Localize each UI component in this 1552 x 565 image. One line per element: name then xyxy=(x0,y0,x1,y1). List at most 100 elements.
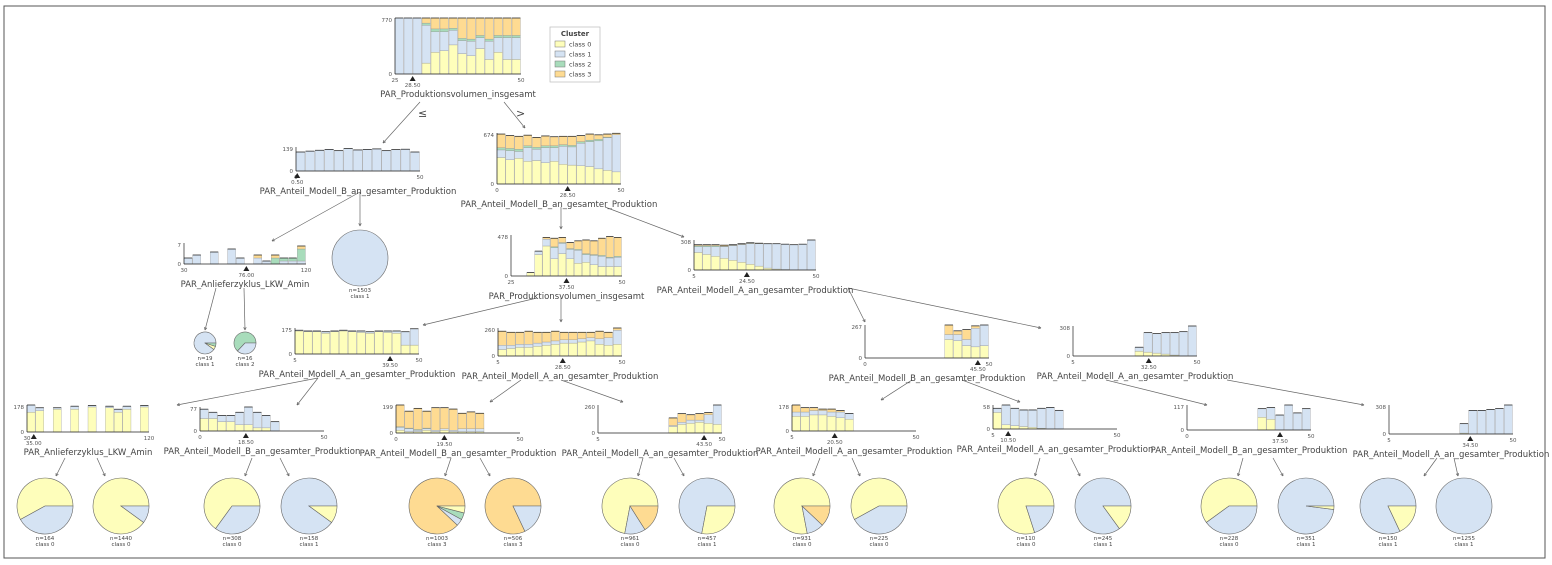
hist-bar-segment xyxy=(493,17,503,36)
hist-bar-segment xyxy=(440,430,449,434)
x-max-label: 50 xyxy=(913,435,920,441)
tree-edge xyxy=(880,379,913,401)
hist-bar-segment xyxy=(506,348,516,357)
x-max-label: 50 xyxy=(1114,433,1121,439)
hist-bar-segment xyxy=(496,133,506,148)
hist-bar-segment xyxy=(594,134,603,140)
leaf-sample-count: n=164 xyxy=(36,536,55,542)
hist-bar-segment xyxy=(612,343,622,357)
hist-bar-segment xyxy=(836,411,845,419)
leaf-class-label: class 1 xyxy=(1094,542,1113,548)
hist-bar-segment xyxy=(695,422,704,434)
feature-label: PAR_Anteil_Modell_B_an_gesamter_Produkti… xyxy=(829,374,1026,384)
edge-label-left: ≤ xyxy=(418,107,427,120)
hist-bar-segment xyxy=(1495,408,1504,435)
split-value-label: 28.50 xyxy=(405,83,421,89)
y-zero-label: 0 xyxy=(1067,354,1071,360)
split-value-label: 37.50 xyxy=(559,285,575,291)
hist-bar-segment xyxy=(410,151,420,172)
legend-swatch xyxy=(554,70,566,78)
edge-arrowhead xyxy=(1237,472,1241,477)
hist-bar-segment xyxy=(585,166,594,185)
hist-bar-segment xyxy=(1028,409,1037,428)
hist-bar-segment xyxy=(585,133,594,141)
y-max-label: 478 xyxy=(498,235,509,241)
hist-bar-segment xyxy=(549,161,559,185)
hist-bar-segment xyxy=(484,59,494,75)
hist-bar-segment xyxy=(809,414,819,432)
hist-bar-segment xyxy=(297,260,306,265)
tree-edge xyxy=(1237,457,1244,477)
leaf-class-label: class 2 xyxy=(236,362,255,368)
hist-bar-segment xyxy=(559,342,569,357)
x-max-label: 50 xyxy=(1510,438,1517,444)
hist-bar-segment xyxy=(604,345,613,357)
hist-bar-segment xyxy=(422,428,431,431)
hist-bar-segment xyxy=(430,28,440,32)
feature-label: PAR_Produktionsvolumen_insgesamt xyxy=(380,90,536,100)
hist-bar-segment xyxy=(475,17,485,36)
hist-bar-segment xyxy=(712,404,722,425)
hist-bar-segment xyxy=(549,136,559,146)
y-max-label: 175 xyxy=(282,328,293,334)
hist-bar-segment xyxy=(772,243,781,270)
hist-bar-segment xyxy=(511,37,521,60)
leaf-class-label: class 1 xyxy=(1379,542,1398,548)
hist-bar-segment xyxy=(693,252,703,271)
leaf-class-label: class 0 xyxy=(223,542,242,548)
hist-bar-segment xyxy=(585,139,594,142)
hist-bar-segment xyxy=(590,255,598,266)
hist-bar-segment xyxy=(944,339,954,359)
hist-bar-segment xyxy=(566,258,574,277)
hist-bar-segment xyxy=(568,332,578,340)
tree-edge xyxy=(673,457,685,477)
tree-edge xyxy=(1453,457,1459,477)
hist-bar-segment xyxy=(576,165,586,185)
y-max-label: 267 xyxy=(852,325,863,331)
hist-bar-segment xyxy=(1284,404,1293,431)
leaf-class-label: class 1 xyxy=(1455,542,1474,548)
hist-bar-segment xyxy=(270,254,280,259)
x-max-label: 50 xyxy=(416,358,423,364)
hist-bar-segment xyxy=(577,341,587,357)
feature-label: PAR_Anteil_Modell_A_an_gesamter_Produkti… xyxy=(957,445,1154,455)
hist-bar-segment xyxy=(526,272,535,277)
feature-label: PAR_Anteil_Modell_B_an_gesamter_Produkti… xyxy=(260,187,457,197)
hist-bar-segment xyxy=(457,53,467,75)
edge-label-right: > xyxy=(516,107,525,120)
hist-bar-segment xyxy=(1275,414,1284,431)
edge-arrowhead xyxy=(422,322,427,326)
hist-bar-segment xyxy=(305,150,315,172)
hist-bar-segment xyxy=(612,329,622,345)
hist-bar-segment xyxy=(695,419,704,423)
hist-bar-segment xyxy=(235,412,244,425)
hist-bar-segment xyxy=(395,430,405,434)
leaf-class-label: class 0 xyxy=(1017,542,1036,548)
hist-bar-segment xyxy=(475,428,485,432)
hist-bar-segment xyxy=(321,333,330,355)
hist-bar-segment xyxy=(844,419,854,432)
hist-bar-segment xyxy=(1503,404,1513,435)
hist-bar-segment xyxy=(541,135,550,146)
y-max-label: 139 xyxy=(283,147,294,153)
hist-bar-segment xyxy=(122,406,132,410)
hist-bar-segment xyxy=(523,135,532,146)
hist-bar-segment xyxy=(199,409,209,419)
hist-bar-segment xyxy=(550,343,560,357)
y-zero-label: 0 xyxy=(492,354,496,360)
hist-bar-segment xyxy=(122,409,132,433)
hist-bar-segment xyxy=(514,136,524,150)
edge-arrowhead xyxy=(681,472,685,477)
hist-bar-segment xyxy=(611,134,621,173)
hist-bar-segment xyxy=(252,427,262,432)
hist-bar-segment xyxy=(704,423,713,434)
tree-node-n15: 199 00 50 19.50PAR_Anteil_Modell_B_an_gesam… xyxy=(360,404,556,459)
hist-bar-segment xyxy=(962,345,971,359)
hist-bar-segment xyxy=(746,264,755,271)
tree-edge xyxy=(503,101,526,129)
hist-bar-segment xyxy=(496,147,506,151)
hist-bar-segment xyxy=(542,345,551,357)
pie-slice xyxy=(1102,505,1132,530)
hist-bar-segment xyxy=(702,254,711,271)
